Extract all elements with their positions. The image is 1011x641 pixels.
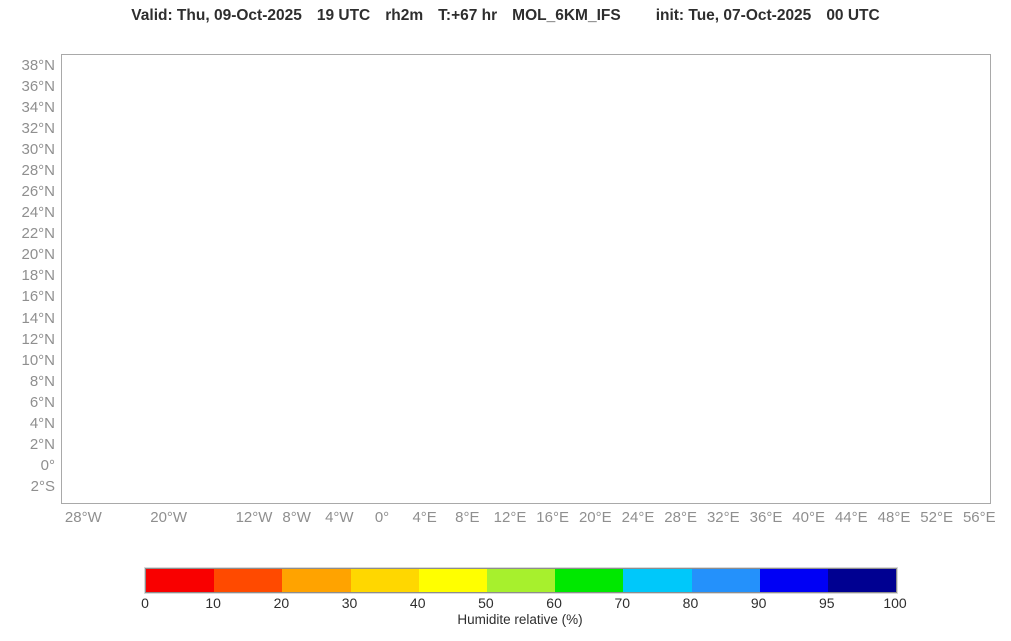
title-valid-time: 19 UTC: [316, 7, 371, 24]
humidity-colorbar: [145, 568, 897, 593]
lat-tick-label: 30°N: [21, 140, 55, 158]
lat-tick-label: 12°N: [21, 330, 55, 348]
colorbar-tick-label: 80: [682, 595, 699, 611]
lon-tick-label: 44°E: [834, 509, 868, 526]
lon-tick-label: 40°E: [792, 509, 825, 526]
lon-tick-label: 16°E: [536, 509, 569, 526]
title-init-date: init: Tue, 07-Oct-2025: [655, 7, 812, 24]
lat-tick-label: 32°N: [21, 119, 55, 137]
lon-tick-label: 28°W: [64, 509, 102, 526]
colorbar-tick-label: 40: [409, 595, 426, 611]
lon-tick-label: 20°W: [150, 509, 188, 526]
lat-tick-label: 26°N: [21, 183, 55, 201]
lat-tick-label: 10°N: [21, 351, 55, 369]
colorbar-tick-label: 70: [614, 595, 631, 611]
lat-tick-label: 0°: [40, 457, 55, 475]
lat-tick-label: 4°N: [29, 414, 55, 432]
lat-tick-label: 38°N: [21, 56, 55, 74]
lon-tick-label: 32°E: [706, 509, 740, 526]
lat-tick-label: 2°S: [30, 478, 55, 496]
colorbar-segment: [555, 569, 624, 592]
colorbar-segment: [282, 569, 351, 592]
colorbar-tick-label: 90: [750, 595, 767, 611]
colorbar-tick-label: 0: [141, 595, 149, 611]
colorbar-segment: [827, 569, 897, 592]
colorbar-tick-label: 10: [205, 595, 221, 611]
humidity-field-canvas: [62, 55, 990, 503]
title-lead-time: T:+67 hr: [438, 7, 498, 24]
colorbar-tick-label: 50: [478, 595, 494, 611]
lon-tick-label: 36°E: [749, 509, 783, 526]
lat-tick-label: 2°N: [29, 436, 55, 454]
title-init-time: 00 UTC: [826, 7, 880, 24]
lon-tick-label: 8°E: [455, 509, 480, 526]
title-variable: rh2m: [385, 7, 424, 24]
colorbar-tick-label: 30: [341, 595, 358, 611]
lon-tick-label: 56°E: [962, 509, 996, 526]
map-title: Valid: Thu, 09-Oct-2025 19 UTC rh2m T:+6…: [0, 7, 1011, 25]
lon-tick-label: 52°E: [920, 509, 953, 526]
lon-tick-label: 8°W: [282, 509, 311, 526]
lat-tick-label: 36°N: [21, 77, 55, 95]
lon-tick-label: 28°E: [664, 509, 697, 526]
colorbar-segment: [418, 569, 487, 592]
lat-tick-label: 18°N: [21, 267, 55, 285]
lat-tick-label: 34°N: [21, 98, 55, 116]
colorbar-tick-label: 100: [883, 595, 907, 611]
lon-tick-label: 0°: [374, 509, 390, 526]
map-frame: [61, 54, 991, 504]
lat-tick-label: 28°N: [21, 161, 55, 179]
lat-tick-label: 24°N: [21, 204, 55, 222]
colorbar-tick-label: 60: [546, 595, 562, 611]
title-model: MOL_6KM_IFS: [512, 7, 621, 24]
lon-tick-label: 48°E: [877, 509, 911, 526]
colorbar-tick-label: 95: [819, 595, 835, 611]
lat-tick-label: 8°N: [29, 372, 55, 390]
title-valid-date: Valid: Thu, 09-Oct-2025: [131, 7, 302, 24]
lon-tick-label: 4°E: [412, 509, 437, 526]
lon-tick-label: 12°E: [493, 509, 527, 526]
lon-tick-label: 24°E: [621, 509, 655, 526]
lon-tick-label: 12°W: [235, 509, 273, 526]
colorbar-segment: [146, 569, 215, 592]
colorbar-segment: [623, 569, 692, 592]
lat-tick-label: 6°N: [29, 393, 55, 411]
colorbar-segment: [486, 569, 556, 592]
lon-tick-label: 20°E: [578, 509, 612, 526]
lat-tick-label: 16°N: [21, 288, 55, 306]
lat-tick-label: 22°N: [21, 225, 55, 243]
colorbar-segment: [214, 569, 283, 592]
colorbar-label: Humidite relative (%): [457, 612, 583, 627]
colorbar-tick-label: 20: [273, 595, 290, 611]
colorbar-segment: [350, 569, 419, 592]
colorbar-segment: [691, 569, 760, 592]
lon-tick-label: 4°W: [325, 509, 354, 526]
lat-tick-label: 20°N: [21, 246, 55, 264]
colorbar-segment: [759, 569, 828, 592]
lat-tick-label: 14°N: [21, 309, 55, 327]
